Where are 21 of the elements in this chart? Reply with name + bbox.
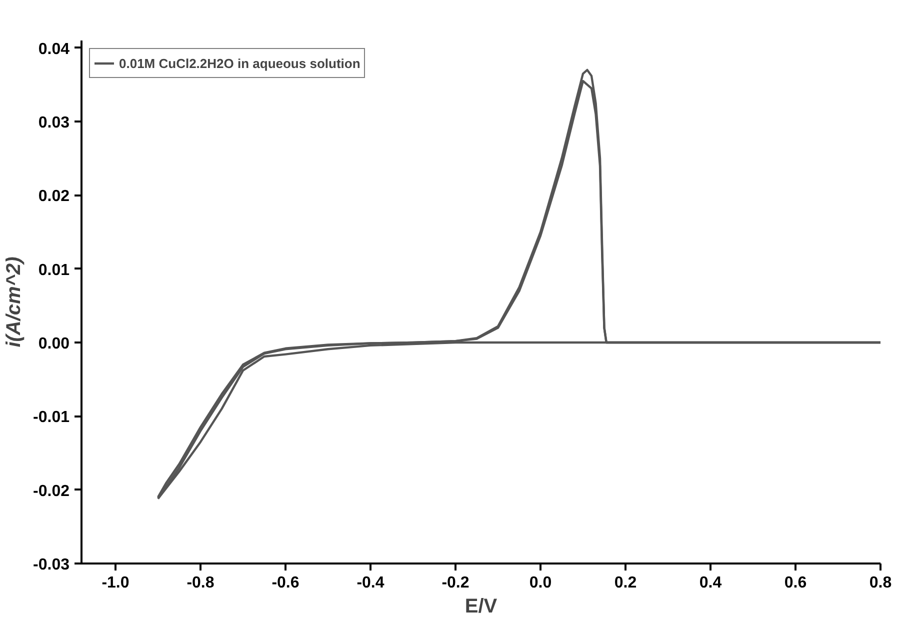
y-tick-label: -0.03 <box>33 556 70 574</box>
x-tick-label: -0.8 <box>186 574 214 592</box>
y-axis-title: i(A/cm^2) <box>3 256 26 348</box>
y-tick-label: 0.04 <box>38 40 70 58</box>
legend-label: 0.01M CuCl2.2H2O in aqueous solution <box>119 56 360 70</box>
x-tick-label: -0.4 <box>356 574 384 592</box>
y-tick-label: -0.02 <box>33 482 70 500</box>
x-tick-label: 0.2 <box>614 574 637 592</box>
x-tick-label: -1.0 <box>102 574 130 592</box>
y-tick-label: 0.00 <box>38 336 70 353</box>
y-tick-label: -0.01 <box>33 409 70 426</box>
y-tick-label: 0.03 <box>38 114 70 132</box>
x-axis-title: E/V <box>464 596 498 618</box>
x-tick-label: 0.0 <box>529 574 552 592</box>
y-tick-label: 0.02 <box>38 188 70 206</box>
y-tick-label: 0.01 <box>38 262 70 279</box>
x-tick-label: 0.4 <box>699 574 722 592</box>
x-tick-label: 0.8 <box>869 574 892 592</box>
x-tick-label: -0.2 <box>442 574 470 592</box>
x-tick-label: 0.6 <box>784 574 807 592</box>
x-tick-label: -0.6 <box>272 574 300 592</box>
